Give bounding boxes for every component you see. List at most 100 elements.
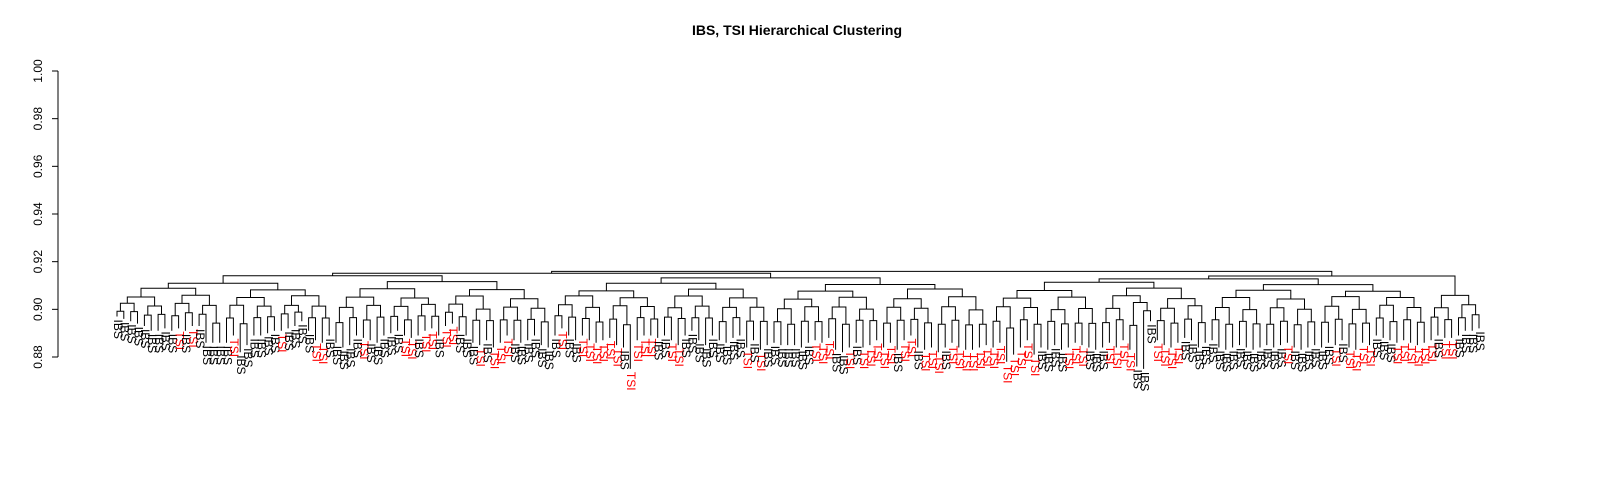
dendrogram-merge	[421, 303, 436, 317]
dendrogram-merge	[992, 320, 1001, 348]
leaf-label: IBS	[1459, 334, 1473, 353]
leaf-label: IBS	[1261, 348, 1275, 367]
dendrogram-merge	[1132, 302, 1148, 326]
dendrogram-merge	[1321, 321, 1329, 348]
leaf-label: TSI	[665, 343, 679, 362]
dendrogram-merge	[729, 297, 758, 308]
leaf-label: IBS	[1233, 348, 1247, 367]
leaf-label: TSI	[1151, 343, 1165, 362]
leaf-label: IBS	[1315, 350, 1329, 369]
leaf-label: TSI	[932, 355, 946, 374]
leaf-label: IBS	[1295, 353, 1309, 372]
leaf-label: IBS	[788, 348, 802, 367]
dendrogram-merge	[804, 306, 819, 322]
leaf-label: IBS	[480, 343, 494, 362]
leaf-label: TSI	[1404, 346, 1418, 365]
dendrogram-merge	[1088, 322, 1097, 350]
dendrogram-merge	[636, 317, 645, 341]
leaf-label: IBS	[720, 346, 734, 365]
leaf-label: IBS	[802, 346, 816, 365]
dendrogram-merge	[147, 305, 162, 316]
leaf-label: TSI	[487, 351, 501, 370]
leaf-label: TSI	[672, 348, 686, 367]
leaf-label: IBS	[1137, 372, 1151, 391]
leaf-label: TSI	[966, 353, 980, 372]
dendrogram-merge	[1074, 322, 1083, 346]
leaf-label: TSI	[871, 343, 885, 362]
dendrogram-merge	[581, 318, 590, 341]
dendrogram-merge	[800, 320, 809, 348]
leaf-label: IBS	[268, 334, 282, 353]
leaf-label: IBS	[330, 346, 344, 365]
dendrogram-merge	[688, 288, 744, 298]
leaf-label: TSI	[1001, 365, 1015, 384]
dendrogram-merge	[1324, 305, 1340, 323]
leaf-label: TSI	[309, 343, 323, 362]
leaf-label: IBS	[939, 350, 953, 369]
leaf-label: TSI	[1165, 351, 1179, 370]
leaf-label: TSI	[1069, 346, 1083, 365]
leaf-label: IBS	[658, 339, 672, 358]
y-tick-label: 0.98	[31, 107, 45, 131]
dendrogram-merge	[1126, 287, 1182, 299]
leaf-label: TSI	[590, 346, 604, 365]
leaf-label: IBS	[385, 336, 399, 355]
dendrogram-merge	[1375, 317, 1384, 338]
leaf-label: TSI	[946, 346, 960, 365]
leaf-label: TSI	[439, 329, 453, 348]
dendrogram-merge	[1444, 319, 1453, 338]
leaf-label: IBS	[1254, 350, 1268, 369]
leaf-label: IBS	[1083, 350, 1097, 369]
dendrogram-merge	[732, 317, 741, 338]
leaf-label: TSI	[877, 350, 891, 369]
leaf-label: IBS	[145, 334, 159, 353]
leaf-label: IBS	[1466, 334, 1480, 353]
dendrogram-merge	[948, 296, 977, 310]
leaf-label: IBS	[1213, 351, 1227, 370]
leaf-label: IBS	[166, 334, 180, 353]
leaf-label: IBS	[795, 351, 809, 370]
dendrogram-branches	[116, 270, 1480, 369]
leaf-label: IBS	[747, 343, 761, 362]
leaf-label: TSI	[1418, 346, 1432, 365]
leaf-label: TSI	[1398, 343, 1412, 362]
leaf-label: TSI	[405, 341, 419, 360]
dendrogram-merge	[619, 297, 648, 307]
leaf-label: TSI	[446, 327, 460, 346]
leaf-label: TSI	[316, 346, 330, 365]
dendrogram-merge	[393, 305, 409, 320]
dendrogram-merge	[212, 322, 221, 343]
leaf-label: IBS	[131, 327, 145, 346]
leaf-label: IBS	[1268, 350, 1282, 369]
dendrogram-merge	[924, 322, 932, 350]
leaf-label: TSI	[994, 346, 1008, 365]
dendrogram-merge	[167, 282, 279, 290]
dendrogram-merge	[174, 302, 190, 316]
dendrogram-merge	[280, 313, 289, 331]
dendrogram-merge	[1184, 318, 1192, 341]
leaf-label: TSI	[1076, 348, 1090, 367]
leaf-label: IBS	[118, 322, 132, 341]
leaf-label: TSI	[474, 348, 488, 367]
y-axis: 0.88 0.90 0.92 0.94 0.96 0.98 1.00	[31, 59, 59, 369]
dendrogram-merge	[469, 289, 525, 299]
y-tick-label: 1.00	[31, 59, 45, 83]
leaf-label: IBS	[1199, 346, 1213, 365]
leaf-label: IBS	[1336, 343, 1350, 362]
leaf-label: TSI	[1014, 351, 1028, 370]
leaf-label: TSI	[809, 343, 823, 362]
leaf-label: IBS	[159, 331, 173, 350]
leaf-label: IBS	[891, 353, 905, 372]
leaf-label: IBS	[412, 339, 426, 358]
dendrogram-merge	[126, 296, 156, 306]
y-tick-label: 0.96	[31, 154, 45, 178]
leaf-label: TSI	[1110, 350, 1124, 369]
dendrogram-merge	[119, 302, 135, 312]
leaf-label: IBS	[364, 343, 378, 362]
dendrogram-merge	[250, 289, 306, 298]
leaf-label: IBS	[693, 343, 707, 362]
leaf-label: TSI	[1028, 358, 1042, 377]
dendrogram-merge	[1023, 307, 1038, 325]
dendrogram-merge	[783, 298, 813, 309]
leaf-label: IBS	[836, 355, 850, 374]
